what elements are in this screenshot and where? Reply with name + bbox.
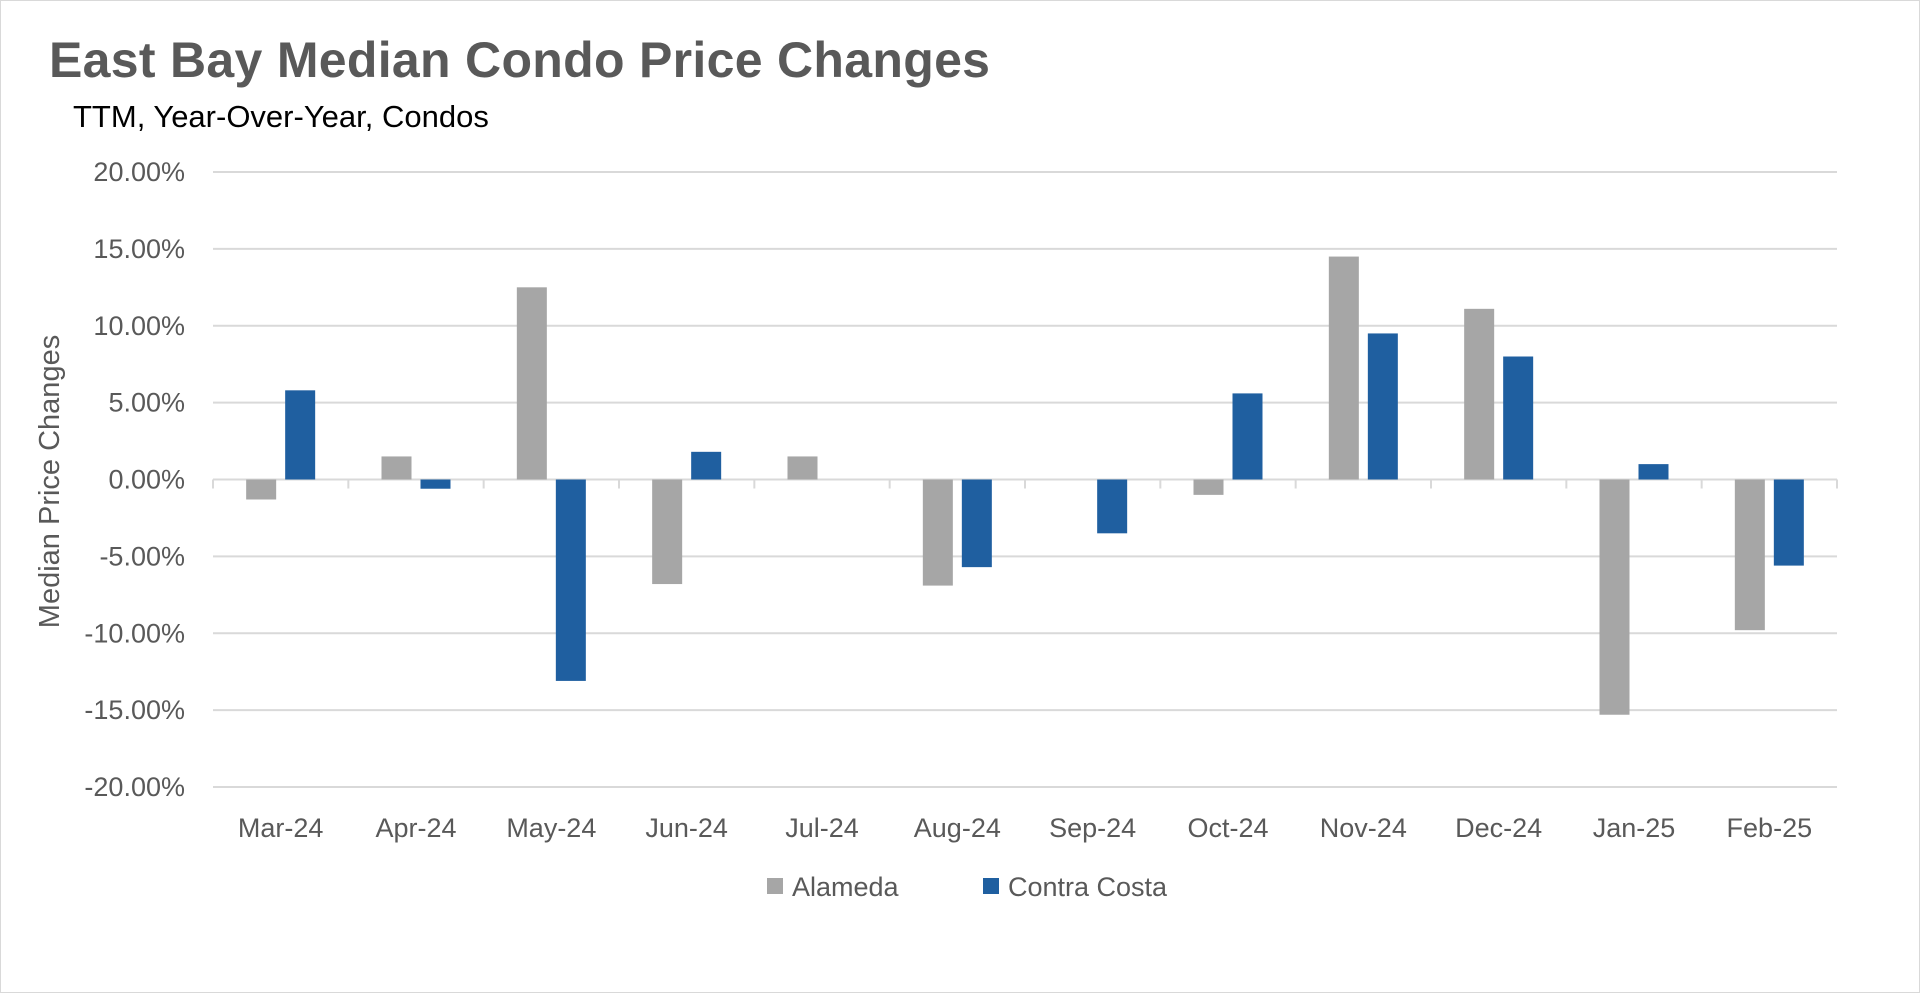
x-tick-label: Nov-24 xyxy=(1320,813,1407,843)
legend-swatch xyxy=(983,878,999,894)
bar-alameda xyxy=(1734,479,1765,631)
bar-alameda xyxy=(922,479,953,586)
bar-contra-costa xyxy=(555,479,586,681)
y-tick-label: 5.00% xyxy=(108,388,185,418)
legend-label: Contra Costa xyxy=(1008,872,1168,902)
y-tick-label: -20.00% xyxy=(84,772,185,802)
bar-contra-costa xyxy=(1367,333,1398,480)
x-tick-label: Aug-24 xyxy=(914,813,1001,843)
bar-alameda xyxy=(1599,479,1630,715)
x-tick-label: May-24 xyxy=(506,813,596,843)
bar-contra-costa xyxy=(1097,479,1128,534)
y-tick-label: 0.00% xyxy=(108,465,185,495)
chart-title: East Bay Median Condo Price Changes xyxy=(49,32,991,88)
bar-contra-costa xyxy=(961,479,992,568)
bar-contra-costa xyxy=(1232,393,1263,480)
bar-alameda xyxy=(787,456,818,480)
bar-alameda xyxy=(652,479,683,585)
bar-contra-costa xyxy=(285,390,316,480)
bar-alameda xyxy=(1328,256,1359,480)
y-tick-label: 10.00% xyxy=(93,311,185,341)
legend-label: Alameda xyxy=(792,872,900,902)
y-tick-label: -10.00% xyxy=(84,618,185,648)
bar-contra-costa xyxy=(691,451,722,480)
bar-alameda xyxy=(246,479,277,500)
bar-contra-costa xyxy=(1638,464,1669,480)
x-tick-label: Dec-24 xyxy=(1455,813,1542,843)
bar-alameda xyxy=(1464,308,1495,480)
x-tick-label: Jun-24 xyxy=(645,813,728,843)
x-tick-label: Mar-24 xyxy=(238,813,324,843)
x-tick-label: Jan-25 xyxy=(1593,813,1676,843)
x-tick-label: Apr-24 xyxy=(375,813,456,843)
y-tick-label: -15.00% xyxy=(84,695,185,725)
chart-subtitle: TTM, Year-Over-Year, Condos xyxy=(73,99,489,134)
bar-alameda xyxy=(381,456,412,480)
x-tick-label: Oct-24 xyxy=(1187,813,1268,843)
bar-alameda xyxy=(516,287,547,480)
x-tick-label: Jul-24 xyxy=(785,813,859,843)
x-tick-label: Sep-24 xyxy=(1049,813,1136,843)
bar-contra-costa xyxy=(1773,479,1804,566)
bar-contra-costa xyxy=(420,479,451,489)
bar-contra-costa xyxy=(1503,356,1534,480)
y-tick-label: -5.00% xyxy=(99,541,185,571)
y-axis-title: Median Price Changes xyxy=(34,335,66,628)
x-tick-label: Feb-25 xyxy=(1727,813,1813,843)
legend-swatch xyxy=(767,878,783,894)
y-tick-label: 15.00% xyxy=(93,234,185,264)
y-tick-label: 20.00% xyxy=(93,157,185,187)
bar-alameda xyxy=(1193,479,1224,495)
